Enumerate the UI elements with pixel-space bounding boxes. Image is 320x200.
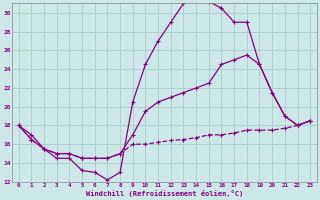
X-axis label: Windchill (Refroidissement éolien,°C): Windchill (Refroidissement éolien,°C) bbox=[86, 190, 243, 197]
